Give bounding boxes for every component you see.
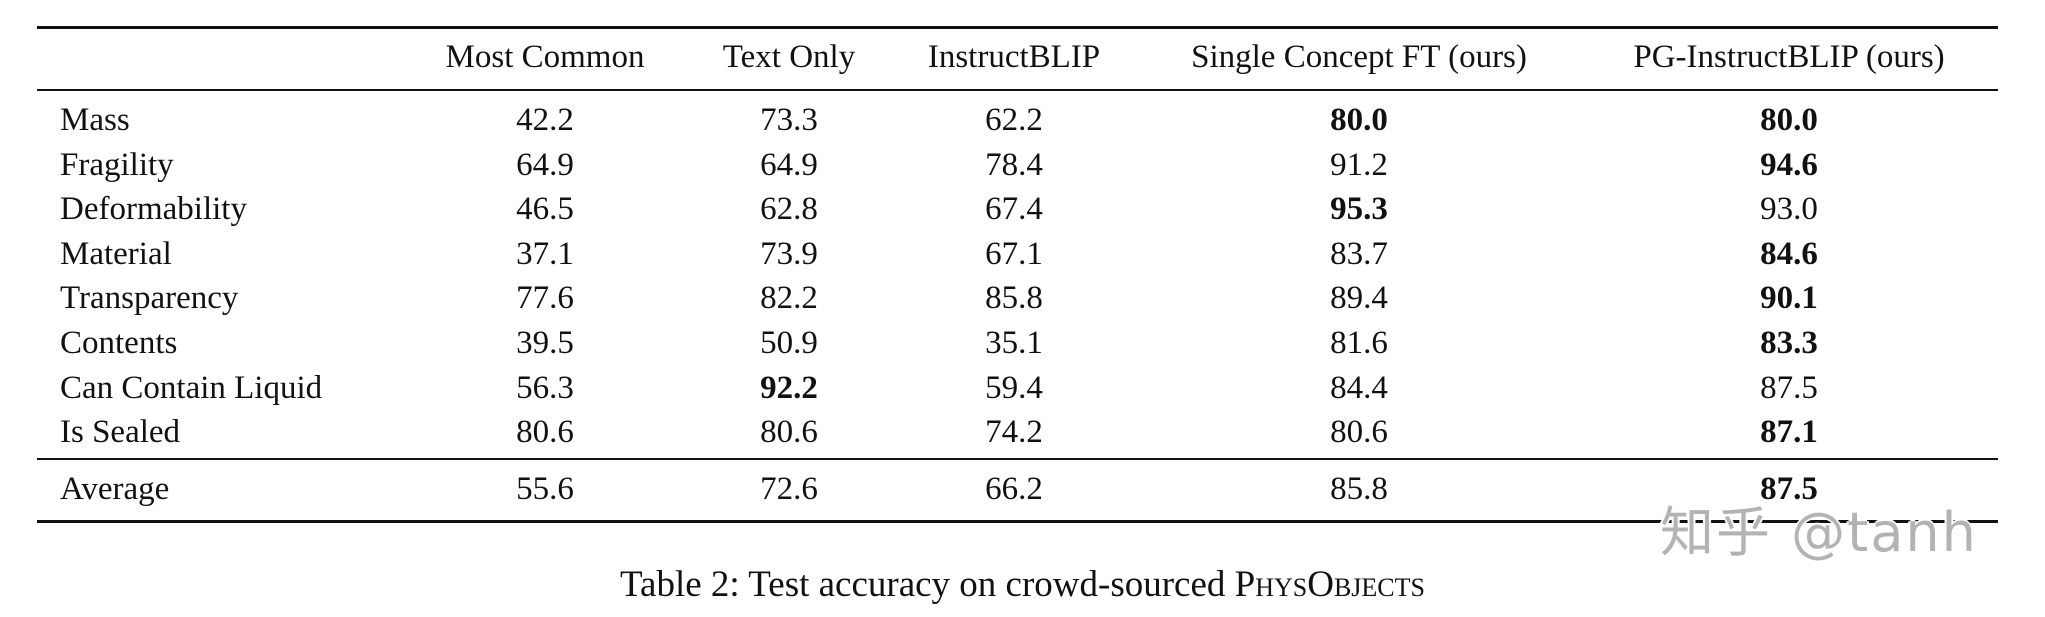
table-cell: 81.6 (1330, 325, 1388, 361)
table-cell: 80.0 (1760, 102, 1818, 138)
table-cell: 84.4 (1330, 369, 1388, 406)
table-cell: 80.6 (760, 414, 818, 451)
table-cell: 83.3 (1760, 325, 1818, 361)
row-label: Mass (60, 102, 130, 138)
bottom-rule (37, 520, 1998, 523)
table-cell: 87.1 (1760, 414, 1818, 451)
watermark: 知乎 @tanh (1660, 501, 1978, 564)
table-cell: 80.0 (1330, 102, 1388, 138)
table-cell: 94.6 (1760, 146, 1818, 183)
table-cell: 85.8 (985, 280, 1043, 317)
table-cell: 46.5 (516, 191, 574, 228)
table-cell: 62.2 (985, 102, 1043, 138)
row-label: Fragility (60, 146, 174, 183)
row-label: Average (60, 471, 170, 507)
table-cell: 55.6 (516, 471, 574, 507)
table-cell: 80.6 (1330, 414, 1388, 451)
row-label: Transparency (60, 280, 239, 317)
column-header: Most Common (445, 39, 645, 75)
caption-dataset: PhysObjects (1234, 564, 1425, 605)
table-cell: 83.7 (1330, 235, 1388, 272)
table-cell: 39.5 (516, 325, 574, 361)
caption-prefix: Table 2: Test accuracy on crowd-sourced (620, 564, 1235, 605)
table-cell: 90.1 (1760, 280, 1818, 317)
table-cell: 73.9 (760, 235, 818, 272)
table-cell: 59.4 (985, 369, 1043, 406)
row-label: Can Contain Liquid (60, 369, 323, 406)
table-cell: 95.3 (1330, 191, 1388, 228)
table-cell: 66.2 (985, 471, 1043, 507)
top-rule (37, 26, 1998, 29)
column-header: Text Only (722, 39, 856, 75)
row-label: Is Sealed (60, 414, 181, 451)
table-cell: 78.4 (985, 146, 1043, 183)
table-cell: 93.0 (1760, 191, 1818, 228)
table-cell: 77.6 (516, 280, 574, 317)
column-header: Single Concept FT (ours) (1191, 39, 1527, 75)
table-caption: Table 2: Test accuracy on crowd-sourced … (0, 563, 2045, 607)
table-cell: 80.6 (516, 414, 574, 451)
table-cell: 87.5 (1760, 471, 1818, 507)
mid-rule (37, 458, 1998, 460)
table-cell: 91.2 (1330, 146, 1388, 183)
table-cell: 62.8 (760, 191, 818, 228)
table-cell: 37.1 (516, 235, 574, 272)
row-label: Material (60, 235, 172, 272)
table-cell: 64.9 (516, 146, 574, 183)
table-cell: 87.5 (1760, 369, 1818, 406)
table-cell: 82.2 (760, 280, 818, 317)
table-cell: 42.2 (516, 102, 574, 138)
table-cell: 74.2 (985, 414, 1043, 451)
table-cell: 92.2 (760, 369, 818, 406)
column-header: InstructBLIP (927, 39, 1101, 75)
table-cell: 72.6 (760, 471, 818, 507)
column-header: PG-InstructBLIP (ours) (1633, 39, 1945, 75)
header-rule (37, 89, 1998, 91)
table-cell: 85.8 (1330, 471, 1388, 507)
table-cell: 84.6 (1760, 235, 1818, 272)
table-cell: 35.1 (985, 325, 1043, 361)
table-cell: 73.3 (760, 102, 818, 138)
table-cell: 50.9 (760, 325, 818, 361)
table-cell: 67.4 (985, 191, 1043, 228)
row-label: Deformability (60, 191, 247, 228)
table-cell: 64.9 (760, 146, 818, 183)
row-label: Contents (60, 325, 178, 361)
table-cell: 89.4 (1330, 280, 1388, 317)
table-cell: 67.1 (985, 235, 1043, 272)
table-cell: 56.3 (516, 369, 574, 406)
